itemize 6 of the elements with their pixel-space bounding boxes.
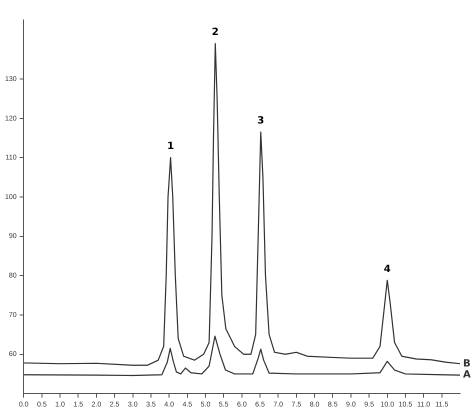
annotation: 3	[257, 116, 264, 127]
series-label: A	[463, 370, 471, 381]
series-label: B	[463, 358, 471, 370]
annotation: 2	[212, 27, 219, 38]
annotation: 1	[167, 141, 174, 152]
annotation: 4	[384, 264, 391, 275]
